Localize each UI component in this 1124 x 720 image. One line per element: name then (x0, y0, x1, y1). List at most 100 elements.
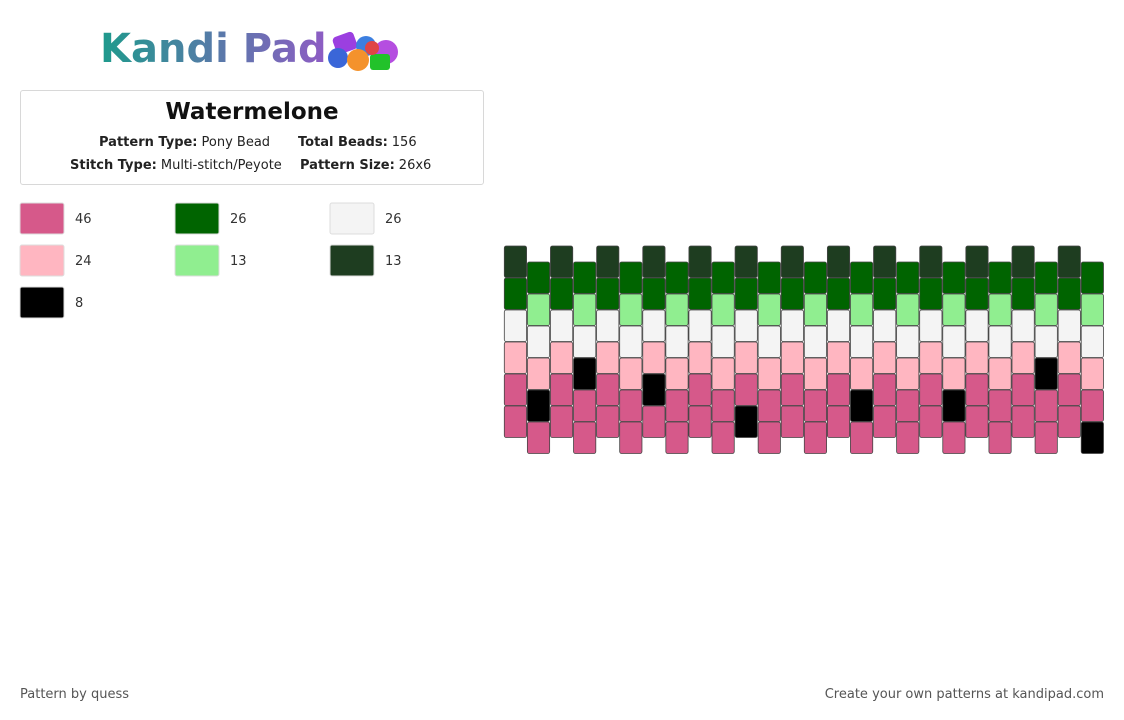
bead (942, 357, 966, 390)
bead (734, 245, 758, 278)
bead (850, 293, 874, 326)
bead (757, 389, 781, 422)
bead (550, 309, 574, 342)
bead (988, 261, 1012, 294)
bead (734, 277, 758, 310)
bead (619, 389, 643, 422)
bead (965, 373, 989, 406)
bead (688, 309, 712, 342)
bead (711, 421, 735, 454)
info-item: Total Beads: 156 (298, 135, 417, 150)
legend-swatch (19, 244, 65, 277)
bead (803, 325, 827, 358)
bead (919, 405, 943, 438)
bead (711, 325, 735, 358)
info-box: Watermelone Pattern Type: Pony Bead Total… (20, 90, 484, 185)
bead (526, 357, 551, 390)
bead (642, 245, 666, 278)
bead (988, 421, 1012, 454)
info-value: 156 (391, 135, 417, 150)
legend-count: 46 (75, 212, 92, 227)
bead (550, 405, 574, 438)
info-item: Stitch Type: Multi-stitch/Peyote (70, 158, 282, 173)
bead (873, 309, 897, 342)
bead (850, 325, 874, 358)
bead (919, 309, 943, 342)
pattern-title: Watermelone (165, 99, 339, 125)
bead (919, 373, 943, 406)
bead (1080, 421, 1104, 454)
bead (896, 357, 920, 390)
bead (757, 293, 781, 326)
legend-swatch (19, 202, 65, 235)
bead (665, 421, 689, 454)
bead (919, 341, 943, 374)
info-item: Pattern Type: Pony Bead (99, 135, 270, 150)
bead (757, 325, 781, 358)
bead (1011, 245, 1035, 278)
bead (757, 357, 781, 390)
bead (896, 293, 920, 326)
logo-icon (328, 31, 398, 71)
bead (550, 277, 574, 310)
bead (1011, 309, 1035, 342)
bead (573, 325, 597, 358)
bead (965, 341, 989, 374)
bead (1080, 357, 1104, 390)
info-label: Total Beads: (298, 135, 388, 150)
bead (896, 261, 920, 294)
bead (826, 245, 851, 278)
bead (1034, 325, 1058, 358)
bead (665, 325, 689, 358)
bead (1011, 277, 1035, 310)
bead (803, 357, 827, 390)
bead (942, 261, 966, 294)
bead (711, 357, 735, 390)
info-label: Stitch Type: (70, 158, 157, 173)
bead (596, 405, 620, 438)
legend-count: 13 (385, 254, 402, 269)
bead (526, 389, 551, 422)
bead (550, 245, 574, 278)
bead (1034, 357, 1058, 390)
bead (988, 389, 1012, 422)
bead (596, 373, 620, 406)
info-label: Pattern Size: (300, 158, 395, 173)
info-value: Pony Bead (201, 135, 271, 150)
bead (734, 341, 758, 374)
bead (619, 293, 643, 326)
legend-count: 8 (75, 296, 83, 311)
bead (665, 389, 689, 422)
bead (780, 373, 804, 406)
bead (688, 405, 712, 438)
bead (688, 245, 712, 278)
bead (1034, 261, 1058, 294)
bead (965, 245, 989, 278)
bead (711, 293, 735, 326)
info-label: Pattern Type: (99, 135, 198, 150)
bead (734, 373, 758, 406)
bead (942, 325, 966, 358)
bead (873, 245, 897, 278)
bead (1011, 405, 1035, 438)
bead (780, 277, 804, 310)
bead (642, 277, 666, 310)
bead (734, 405, 758, 438)
bead (850, 261, 874, 294)
bead (850, 389, 874, 422)
bead (503, 373, 527, 406)
bead (711, 261, 735, 294)
bead (642, 405, 666, 438)
bead (965, 277, 989, 310)
bead (826, 341, 851, 374)
bead (619, 357, 643, 390)
bead (988, 325, 1012, 358)
bead (826, 405, 851, 438)
bead (803, 389, 827, 422)
bead (803, 261, 827, 294)
bead (550, 373, 574, 406)
bead (942, 293, 966, 326)
bead (942, 421, 966, 454)
bead (503, 277, 527, 310)
bead (573, 261, 597, 294)
